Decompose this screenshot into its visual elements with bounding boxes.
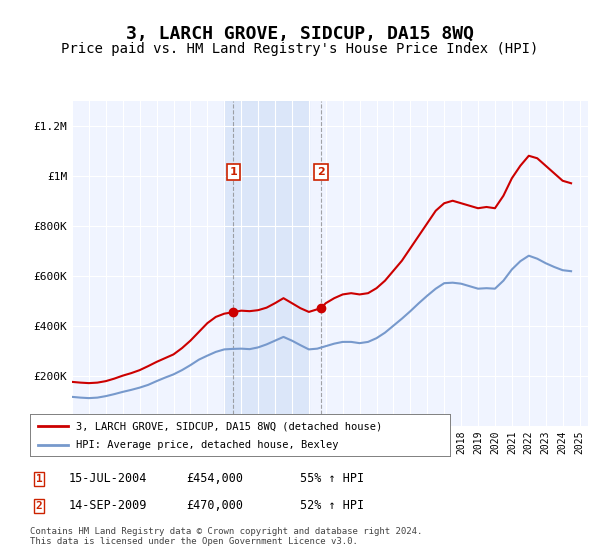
Text: 55% ↑ HPI: 55% ↑ HPI [300,472,364,486]
Text: Price paid vs. HM Land Registry's House Price Index (HPI): Price paid vs. HM Land Registry's House … [61,42,539,56]
Text: 1: 1 [230,167,237,177]
Text: £470,000: £470,000 [186,499,243,512]
Text: 1: 1 [35,474,43,484]
Text: 52% ↑ HPI: 52% ↑ HPI [300,499,364,512]
Text: 14-SEP-2009: 14-SEP-2009 [69,499,148,512]
Text: £454,000: £454,000 [186,472,243,486]
Text: 3, LARCH GROVE, SIDCUP, DA15 8WQ: 3, LARCH GROVE, SIDCUP, DA15 8WQ [126,25,474,43]
Text: 2: 2 [35,501,43,511]
Text: HPI: Average price, detached house, Bexley: HPI: Average price, detached house, Bexl… [76,440,338,450]
Bar [224,101,309,426]
Text: 2: 2 [317,167,325,177]
Text: Contains HM Land Registry data © Crown copyright and database right 2024.
This d: Contains HM Land Registry data © Crown c… [30,526,422,546]
Text: 3, LARCH GROVE, SIDCUP, DA15 8WQ (detached house): 3, LARCH GROVE, SIDCUP, DA15 8WQ (detach… [76,421,382,431]
Text: 15-JUL-2004: 15-JUL-2004 [69,472,148,486]
